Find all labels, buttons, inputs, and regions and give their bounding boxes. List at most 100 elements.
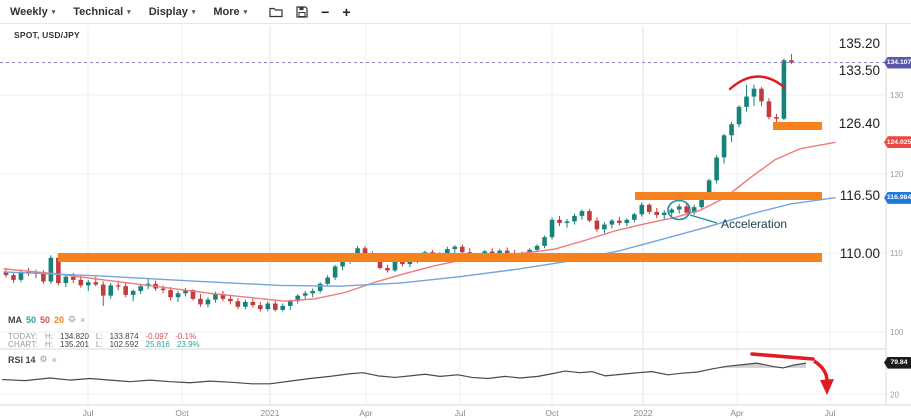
rsi-trendline — [750, 352, 815, 361]
support-resistance-levels — [58, 122, 822, 262]
candlesticks — [3, 53, 794, 312]
time-axis-label: Jul — [825, 408, 836, 418]
time-axis-label: Oct — [175, 408, 189, 418]
ma-fast-value-badge: 124.025 — [884, 136, 911, 149]
chart-low-value: 102.592 — [109, 340, 139, 349]
bull-candle — [699, 195, 704, 208]
time-axis-label: Apr — [730, 408, 743, 418]
bear-candle — [56, 257, 61, 284]
bull-candle — [407, 260, 413, 265]
bull-candle — [497, 250, 502, 254]
bull-candle — [287, 301, 293, 306]
level-bar-116.50[interactable] — [635, 192, 822, 200]
bear-candle — [504, 250, 510, 253]
bear-candle — [377, 260, 383, 269]
bull-candle — [714, 157, 719, 181]
close-icon[interactable]: × — [51, 354, 57, 365]
chevron-down-icon: ▾ — [243, 8, 248, 16]
bull-candle — [18, 271, 24, 280]
zoom-in-button[interactable]: + — [342, 3, 351, 20]
price-level-label: 135.20 — [838, 36, 880, 51]
time-axis-label: Jul — [83, 408, 94, 418]
bear-candle — [774, 117, 779, 119]
bear-candle — [759, 88, 764, 102]
rsi-panel — [1, 352, 834, 395]
time-axis-label: 2022 — [634, 408, 653, 418]
ma-slow-value-badge: 116.984 — [884, 191, 911, 204]
bull-candle — [691, 207, 697, 213]
bull-candle — [295, 295, 301, 302]
acceleration-annotation: Acceleration — [721, 217, 788, 231]
menu-more-label: More — [213, 5, 240, 18]
bull-candle — [355, 248, 360, 256]
bull-candle — [624, 219, 630, 223]
rsi-down-arrow — [813, 359, 829, 382]
panel-borders — [0, 24, 911, 406]
bear-candle — [168, 290, 173, 298]
rsi-down-arrow-head — [820, 379, 834, 395]
today-stats-row: TODAY: H: 134.820 L: 133.874 -0.097 -0.1… — [8, 332, 196, 341]
bull-candle — [85, 282, 91, 286]
bear-candle — [258, 305, 263, 310]
bear-candle — [385, 268, 390, 271]
menu-more[interactable]: More ▾ — [213, 6, 247, 18]
open-folder-icon[interactable] — [269, 6, 283, 18]
menu-technical[interactable]: Technical ▾ — [73, 6, 130, 18]
ma-period-1: 50 — [26, 314, 37, 325]
time-axis-label: Oct — [545, 408, 559, 418]
price-tick-label: 120 — [890, 170, 904, 179]
chart-label: CHART: — [8, 340, 38, 349]
bear-candle — [557, 219, 562, 223]
price-level-label: 126.40 — [838, 116, 880, 131]
bull-candle — [302, 293, 308, 296]
bull-candle — [721, 135, 727, 158]
bull-candle — [661, 212, 667, 216]
bear-candle — [400, 261, 405, 265]
gear-icon[interactable]: ⚙ — [39, 354, 48, 364]
bear-candle — [3, 271, 9, 276]
today-change-pct: -0.1% — [175, 332, 197, 341]
bull-candle — [736, 106, 742, 125]
chevron-down-icon: ▾ — [51, 8, 56, 16]
bull-candle — [564, 221, 570, 223]
bull-candle — [325, 277, 330, 284]
bull-candle — [205, 299, 211, 305]
level-bar-126.40[interactable] — [773, 122, 822, 130]
bear-candle — [362, 248, 368, 254]
bear-candle — [684, 206, 689, 213]
zoom-out-button[interactable]: − — [321, 3, 330, 20]
bull-candle — [452, 246, 458, 250]
save-icon[interactable] — [296, 5, 308, 18]
rsi-tick-label: 20 — [890, 390, 899, 399]
bull-candle — [669, 209, 675, 213]
menu-timeframe[interactable]: Weekly ▾ — [10, 6, 55, 18]
chart-change: 25.816 — [145, 340, 170, 349]
menu-display[interactable]: Display ▾ — [149, 6, 196, 18]
bull-candle — [534, 245, 540, 250]
bull-candle — [243, 301, 248, 307]
bear-candle — [489, 251, 495, 254]
close-icon[interactable]: × — [80, 314, 86, 325]
menu-display-label: Display — [148, 5, 188, 18]
time-axis-label: 2021 — [261, 408, 280, 418]
chevron-down-icon: ▾ — [127, 8, 131, 16]
bull-candle — [130, 290, 136, 295]
level-bar-110.00[interactable] — [58, 253, 822, 262]
symbol-label: SPOT, USD/JPY — [14, 30, 80, 40]
bull-candle — [138, 286, 143, 291]
rounded-top-arc — [728, 75, 786, 91]
bull-candle — [392, 261, 398, 271]
bull-candle — [332, 266, 338, 278]
bear-candle — [93, 282, 99, 285]
bull-candle — [632, 214, 637, 220]
bull-candle — [609, 220, 615, 225]
bull-candle — [48, 257, 54, 282]
gear-icon[interactable]: ⚙ — [68, 314, 77, 324]
bull-candle — [639, 204, 645, 215]
today-label: TODAY: — [8, 332, 38, 341]
chart-stats-row: CHART: H: 135.201 L: 102.592 25.816 23.9… — [8, 340, 200, 349]
bull-candle — [265, 303, 271, 310]
today-change: -0.097 — [145, 332, 169, 341]
bull-candle — [751, 88, 757, 97]
